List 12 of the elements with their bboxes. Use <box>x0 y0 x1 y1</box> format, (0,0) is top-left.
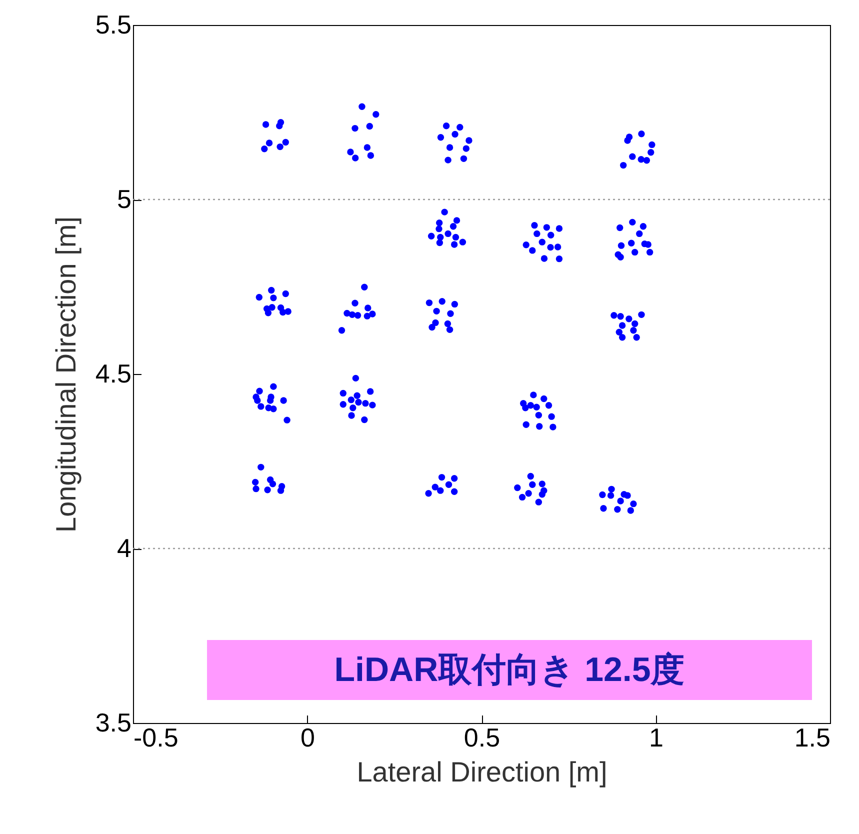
y-tick-label: 5 <box>117 184 132 214</box>
x-tick-label: -0.5 <box>134 722 178 752</box>
y-tick-label: 4.5 <box>95 358 132 388</box>
y-tick-label: 5.5 <box>95 10 132 40</box>
x-tick-label: 0.5 <box>464 722 500 752</box>
x-tick-label: 1.5 <box>794 722 830 752</box>
x-tick-label: 1 <box>649 722 664 752</box>
y-axis-title: Longitudinal Direction [m] <box>50 216 82 532</box>
y-tick-label: 3.5 <box>95 708 132 738</box>
x-axis-title: Lateral Direction [m] <box>356 756 608 788</box>
x-tick-label: 0 <box>300 722 315 752</box>
y-tick-label: 4 <box>117 533 132 563</box>
